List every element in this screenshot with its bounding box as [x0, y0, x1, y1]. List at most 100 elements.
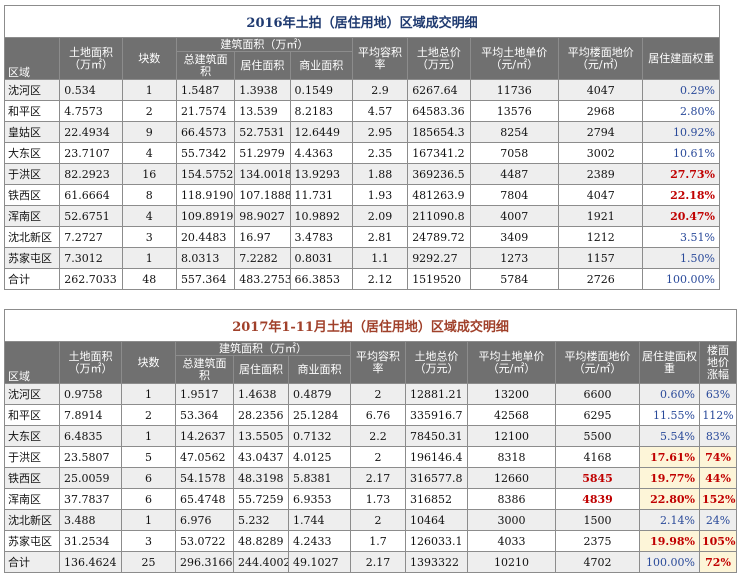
build-total-cell: 65.4748: [175, 488, 234, 510]
total-price-cell: 12881.21: [405, 383, 468, 405]
header-build-total: 总建筑面积: [175, 355, 234, 384]
land-unit-cell: 8254: [469, 121, 560, 143]
build-com-cell: 5.8381: [288, 467, 351, 489]
table-row: 苏家屯区 7.3012 1 8.0313 7.2282 0.8031 1.1 9292.27 1…: [3, 247, 720, 269]
build-com-cell: 0.4879: [288, 383, 351, 405]
land-unit-cell: 10210: [467, 551, 556, 573]
change-cell: 152%: [698, 488, 738, 510]
table-row: 于洪区 82.2923 16 154.5752 134.0018 13.9293 1.88 3…: [3, 163, 720, 185]
land-unit-cell: 1273: [469, 247, 560, 269]
build-com-cell: 0.1549: [289, 79, 353, 101]
build-res-cell: 13.539: [234, 100, 291, 122]
far-cell: 1.88: [351, 163, 409, 185]
change-cell: 63%: [698, 383, 738, 405]
far-cell: 1.73: [350, 488, 406, 510]
blocks-cell: 25: [121, 551, 176, 573]
floor-price-cell: 4047: [558, 184, 644, 206]
land-area-cell: 52.6751: [59, 205, 123, 227]
header-build-res: 居住面积: [234, 51, 291, 80]
land-unit-cell: 12100: [467, 425, 556, 447]
table-row: 合计 136.4624 25 296.3166 244.4002 49.1027 2.17 1…: [4, 551, 738, 573]
land-unit-cell: 7058: [469, 142, 560, 164]
floor-price-cell: 4839: [555, 488, 640, 510]
area-cell: 于洪区: [3, 163, 61, 185]
land-unit-cell: 3000: [467, 509, 556, 531]
area-cell: 和平区: [4, 404, 60, 426]
land-unit-cell: 3409: [469, 226, 560, 248]
header-area: 区域: [3, 37, 61, 80]
weight-cell: 1.50%: [642, 247, 720, 269]
far-cell: 2.81: [351, 226, 409, 248]
build-total-cell: 1.9517: [175, 383, 234, 405]
far-cell: 2.17: [350, 467, 406, 489]
land-area-cell: 0.9758: [59, 383, 122, 405]
build-com-cell: 49.1027: [288, 551, 351, 573]
floor-price-cell: 2389: [558, 163, 644, 185]
build-com-cell: 3.4783: [289, 226, 353, 248]
change-cell: 74%: [698, 446, 738, 468]
build-total-cell: 1.5487: [175, 79, 236, 101]
blocks-cell: 6: [121, 467, 176, 489]
build-total-cell: 66.4573: [175, 121, 236, 143]
build-res-cell: 134.0018: [234, 163, 291, 185]
floor-price-cell: 2726: [558, 268, 644, 290]
build-com-cell: 66.3853: [289, 268, 353, 290]
far-cell: 2.9: [351, 79, 409, 101]
change-cell: 83%: [698, 425, 738, 447]
area-cell: 沈河区: [4, 383, 60, 405]
far-cell: 2: [350, 446, 406, 468]
land-unit-cell: 12660: [467, 467, 556, 489]
floor-price-cell: 4168: [555, 446, 640, 468]
weight-cell: 2.14%: [639, 509, 700, 531]
land-area-cell: 6.4835: [59, 425, 122, 447]
build-res-cell: 52.7531: [234, 121, 291, 143]
blocks-cell: 16: [121, 163, 177, 185]
far-cell: 2.2: [350, 425, 406, 447]
far-cell: 6.76: [350, 404, 406, 426]
table-row: 大东区 23.7107 4 55.7342 51.2979 4.4363 2.35 16734…: [3, 142, 720, 164]
total-price-cell: 335916.7: [405, 404, 468, 426]
table-row: 和平区 7.8914 2 53.364 28.2356 25.1284 6.76 335916…: [4, 404, 738, 426]
build-res-cell: 48.8289: [233, 530, 289, 552]
land-area-cell: 37.7837: [59, 488, 122, 510]
blocks-cell: 6: [121, 488, 176, 510]
floor-price-cell: 5500: [555, 425, 640, 447]
area-cell: 沈北新区: [4, 509, 60, 531]
weight-cell: 19.98%: [639, 530, 700, 552]
total-price-cell: 167341.2: [407, 142, 471, 164]
area-cell: 大东区: [3, 142, 61, 164]
total-price-cell: 211090.8: [407, 205, 471, 227]
build-total-cell: 6.976: [175, 509, 234, 531]
area-cell: 苏家屯区: [4, 530, 60, 552]
land-unit-cell: 7804: [469, 184, 560, 206]
build-res-cell: 1.3938: [234, 79, 291, 101]
build-res-cell: 107.1888: [234, 184, 291, 206]
far-cell: 2: [350, 509, 406, 531]
land-unit-cell: 4033: [467, 530, 556, 552]
floor-price-cell: 1921: [558, 205, 644, 227]
table-2016-title: 2016年土拍（居住用地）区域成交明细: [4, 5, 720, 38]
build-com-cell: 4.0125: [288, 446, 351, 468]
header-blocks: 块数: [121, 37, 177, 80]
land-area-cell: 61.6664: [59, 184, 123, 206]
floor-price-cell: 6600: [555, 383, 640, 405]
build-com-cell: 6.9353: [288, 488, 351, 510]
table-row: 沈北新区 3.488 1 6.976 5.232 1.744 2 10464 3000 1500 2…: [4, 509, 738, 531]
header-floor-price: 平均楼面地价（元/㎡）: [555, 341, 640, 384]
table-row: 于洪区 23.5807 5 47.0562 43.0437 4.0125 2 196146.4…: [4, 446, 738, 468]
floor-price-cell: 4702: [555, 551, 640, 573]
build-com-cell: 12.6449: [289, 121, 353, 143]
build-res-cell: 28.2356: [233, 404, 289, 426]
weight-cell: 10.61%: [642, 142, 720, 164]
build-total-cell: 53.0722: [175, 530, 234, 552]
build-res-cell: 1.4638: [233, 383, 289, 405]
total-price-cell: 24789.72: [407, 226, 471, 248]
header-area: 区域: [4, 341, 60, 384]
header-land-area: 土地面积（万㎡）: [59, 341, 122, 384]
table-row: 沈北新区 7.2727 3 20.4483 16.97 3.4783 2.81 24789.7…: [3, 226, 720, 248]
build-total-cell: 8.0313: [175, 247, 236, 269]
total-price-cell: 9292.27: [407, 247, 471, 269]
area-cell: 合计: [3, 268, 61, 290]
blocks-cell: 3: [121, 530, 176, 552]
build-com-cell: 11.731: [289, 184, 353, 206]
